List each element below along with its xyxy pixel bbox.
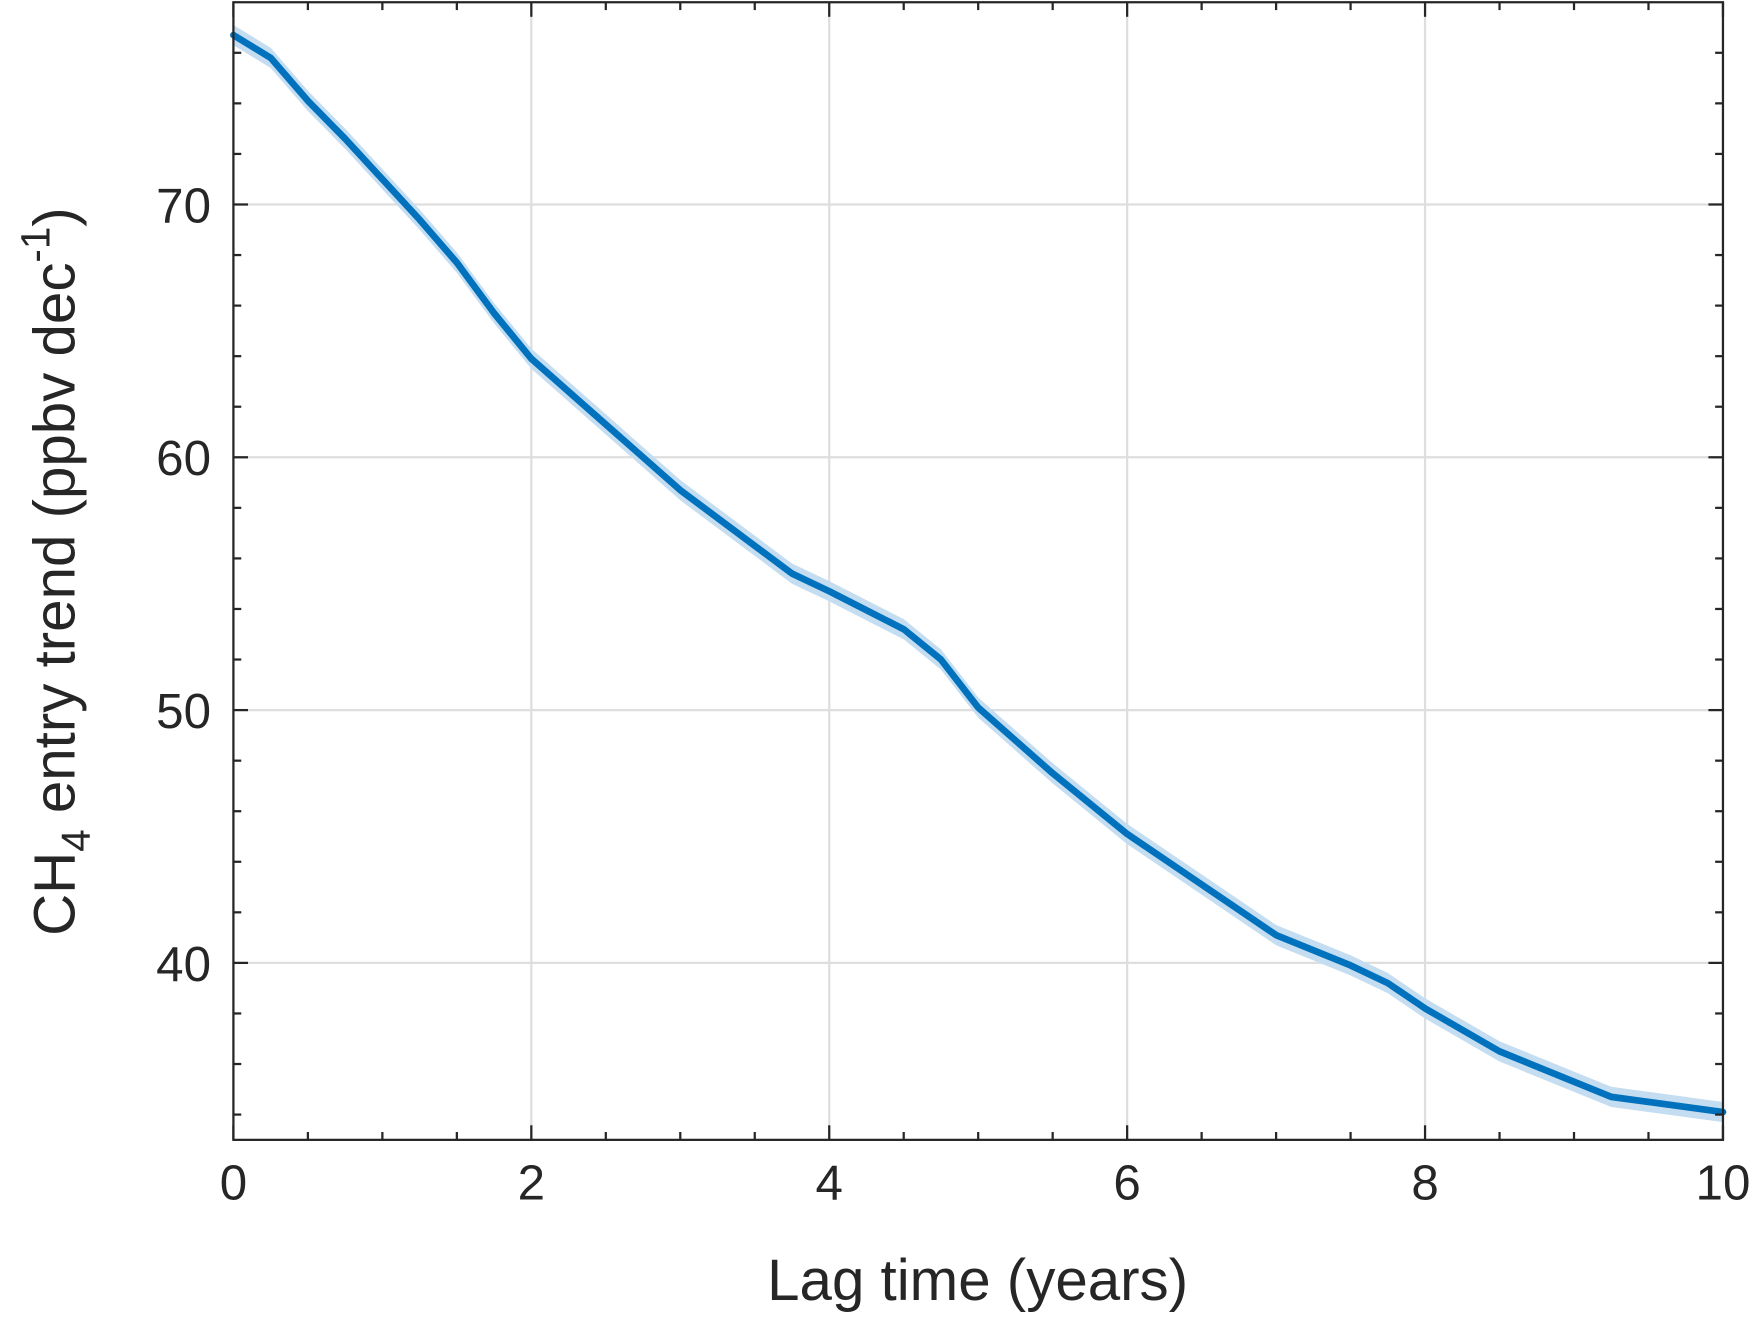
confidence-band — [233, 24, 1723, 1123]
y-tick-label: 60 — [156, 431, 211, 486]
y-label-sup: -1 — [13, 227, 59, 263]
x-tick-label: 6 — [1113, 1155, 1140, 1210]
x-axis-label: Lag time (years) — [767, 1248, 1188, 1313]
x-tick-label: 10 — [1696, 1155, 1751, 1210]
y-label-part: ) — [22, 207, 87, 226]
line — [230, 31, 1727, 1116]
y-tick-label: 70 — [156, 178, 211, 233]
y-tick-label: 40 — [156, 937, 211, 992]
y-label-part: entry trend (ppbv dec — [22, 263, 87, 830]
x-tick-label: 0 — [220, 1155, 247, 1210]
y-axis-label: CH4 entry trend (ppbv dec-1) — [13, 207, 99, 936]
y-label-part: CH — [22, 852, 87, 936]
x-tick-label: 4 — [816, 1155, 843, 1210]
y-label-sub: 4 — [53, 829, 99, 851]
y-tick-label: 50 — [156, 684, 211, 739]
plot-frame — [232, 1, 1725, 1141]
x-tick-label: 2 — [518, 1155, 545, 1210]
x-tick-label: 8 — [1411, 1155, 1438, 1210]
